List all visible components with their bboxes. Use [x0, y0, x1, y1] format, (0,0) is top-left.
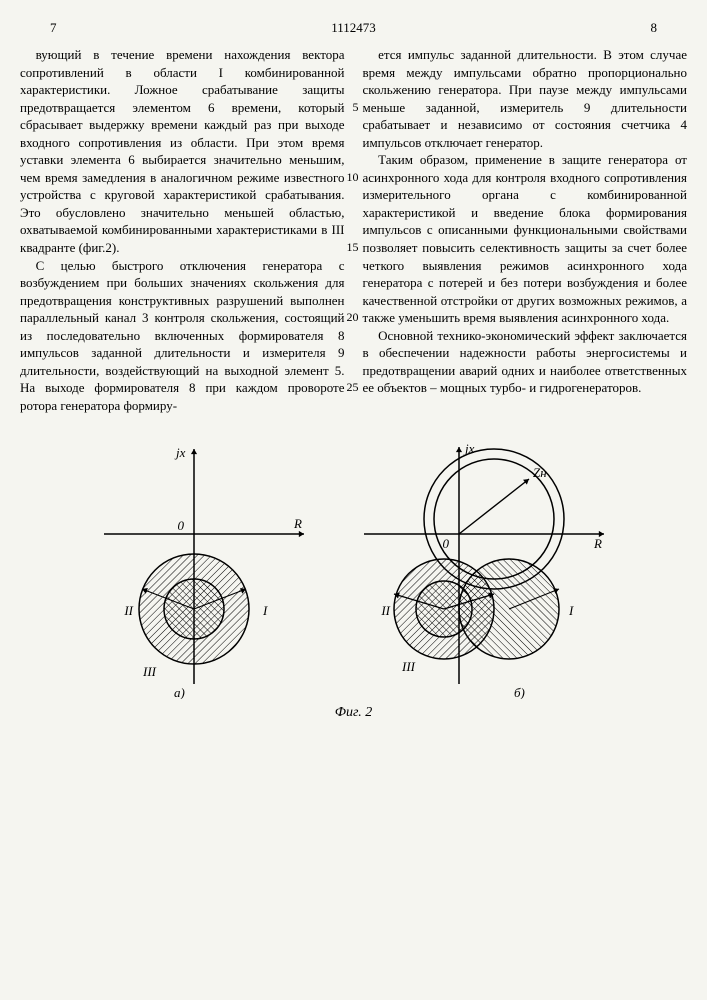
left-column: 5 10 15 20 25 вующий в течение времени н… [20, 46, 345, 414]
diagram-a: jxR0IIIIIIa) [94, 439, 314, 699]
figure-2: jxR0IIIIIIa) jxR0ZнIIIIIIб) [20, 439, 687, 699]
svg-text:R: R [293, 516, 302, 531]
line-number: 5 [353, 99, 359, 115]
svg-text:Zн: Zн [533, 465, 547, 480]
svg-text:II: II [123, 603, 133, 618]
svg-text:0: 0 [442, 536, 449, 551]
paragraph: Таким образом, применение в защите генер… [363, 151, 688, 326]
right-column: ется импульс заданной длительности. В эт… [363, 46, 688, 414]
document-number: 1112473 [57, 20, 651, 36]
svg-text:I: I [262, 603, 268, 618]
paragraph: Основной технико-экономический эффект за… [363, 327, 688, 397]
svg-text:III: III [142, 664, 157, 679]
line-number: 10 [347, 169, 359, 185]
svg-text:jx: jx [174, 445, 186, 460]
line-number: 15 [347, 239, 359, 255]
paragraph: ется импульс заданной длительности. В эт… [363, 46, 688, 151]
paragraph: вующий в течение времени нахождения вект… [20, 46, 345, 257]
svg-text:0: 0 [177, 518, 184, 533]
line-number: 20 [347, 309, 359, 325]
text-columns: 5 10 15 20 25 вующий в течение времени н… [20, 46, 687, 414]
line-number: 25 [347, 379, 359, 395]
page-header: 7 1112473 8 [20, 20, 687, 36]
svg-text:б): б) [514, 685, 525, 699]
svg-text:III: III [401, 659, 416, 674]
svg-text:I: I [568, 603, 574, 618]
svg-text:R: R [593, 536, 602, 551]
page-num-right: 8 [651, 20, 658, 36]
svg-text:II: II [380, 603, 390, 618]
diagram-b: jxR0ZнIIIIIIб) [354, 439, 614, 699]
paragraph: С целью быстрого отключения генератора с… [20, 257, 345, 415]
figure-caption: Фиг. 2 [20, 705, 687, 721]
svg-text:a): a) [174, 685, 185, 699]
